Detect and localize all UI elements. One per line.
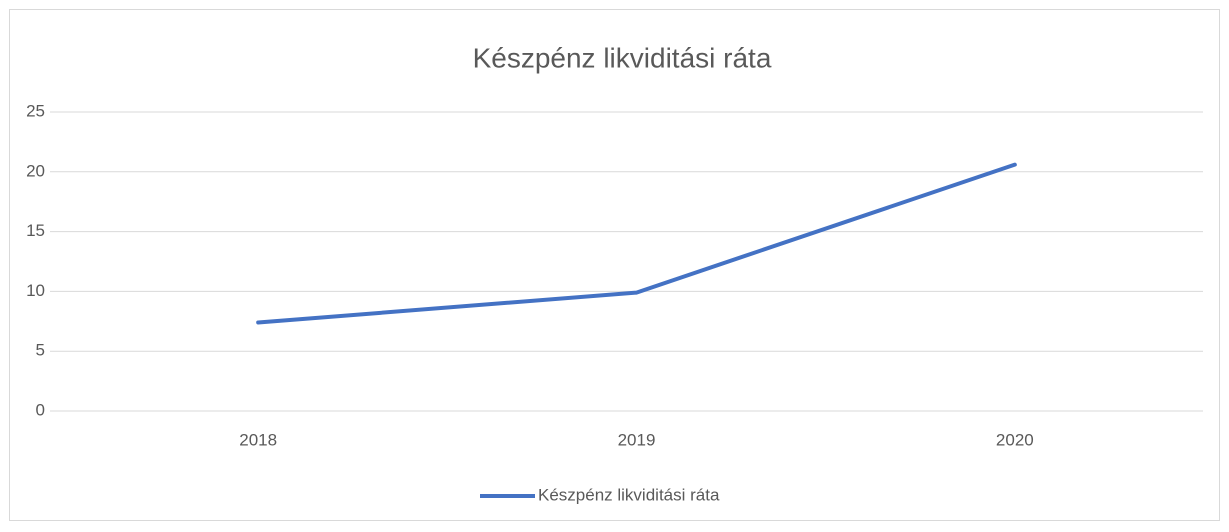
x-tick-label: 2020 bbox=[996, 430, 1034, 449]
y-tick-label: 10 bbox=[26, 281, 45, 300]
x-tick-label: 2018 bbox=[239, 430, 277, 449]
y-tick-label: 25 bbox=[26, 101, 45, 120]
y-tick-label: 15 bbox=[26, 221, 45, 240]
y-tick-label: 5 bbox=[36, 341, 45, 360]
x-tick-label: 2019 bbox=[618, 430, 656, 449]
chart-title: Készpénz likviditási ráta bbox=[473, 42, 772, 73]
legend-label: Készpénz likviditási ráta bbox=[538, 485, 720, 504]
data-line bbox=[256, 162, 1017, 325]
chart-border bbox=[9, 9, 1220, 521]
y-tick-label: 0 bbox=[36, 400, 45, 419]
y-tick-label: 20 bbox=[26, 161, 45, 180]
